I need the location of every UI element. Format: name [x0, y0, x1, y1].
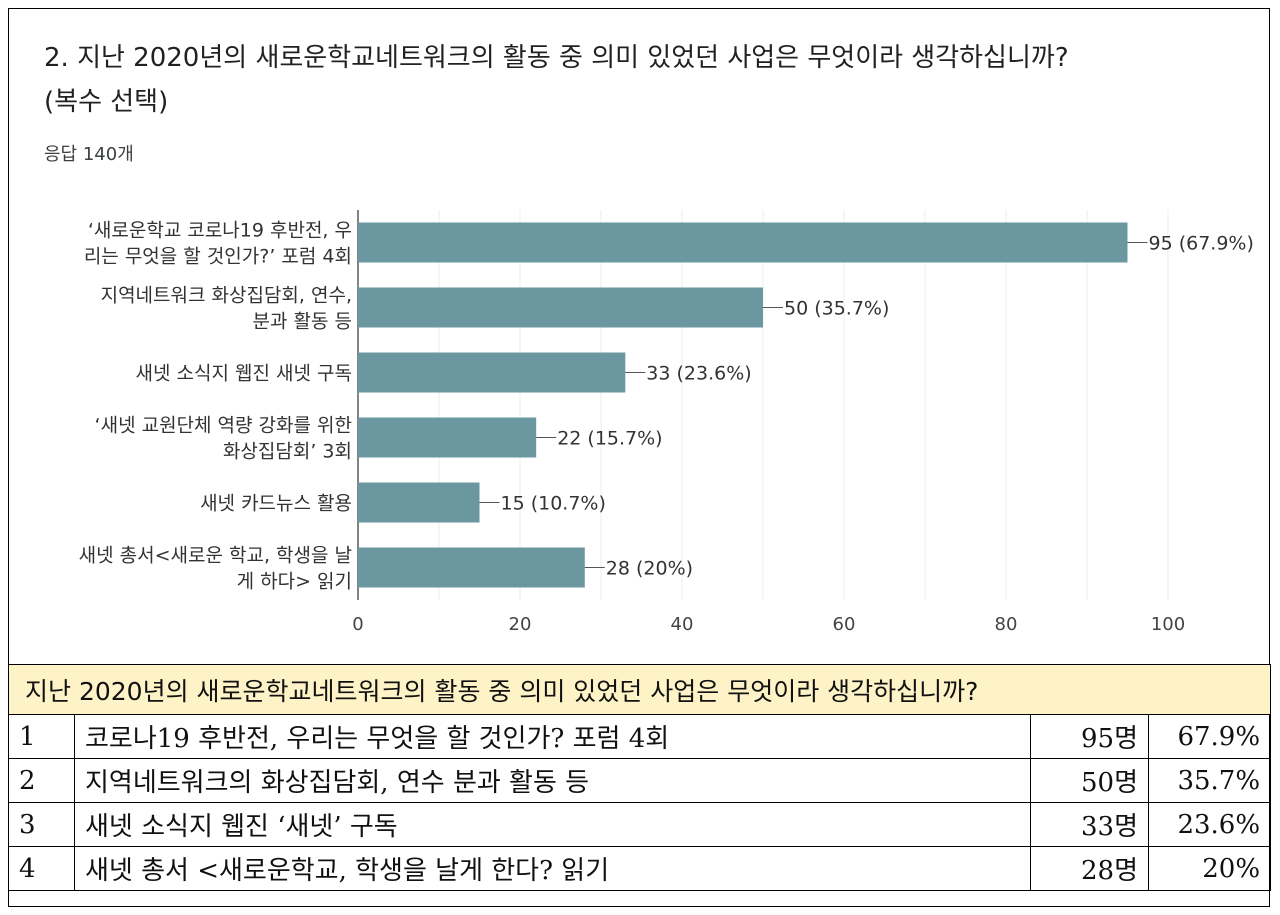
row-count: 33명 [1030, 802, 1149, 847]
category-label: ‘새로운학교 코로나19 후반전, 우 [88, 220, 352, 242]
x-tick-label: 100 [1151, 614, 1185, 635]
row-item: 새넷 소식지 웹진 ‘새넷’ 구독 [74, 802, 1031, 847]
bar [358, 547, 585, 588]
x-tick-label: 20 [509, 614, 532, 635]
bar [358, 417, 537, 458]
row-item: 코로나19 후반전, 우리는 무엇을 할 것인가? 포럼 4회 [74, 714, 1031, 759]
question-title-line-1: 2. 지난 2020년의 새로운학교네트워크의 활동 중 의미 있었던 사업은 … [44, 43, 1069, 73]
data-label: 22 (15.7%) [557, 428, 662, 450]
x-tick-label: 80 [995, 614, 1018, 635]
table-header: 지난 2020년의 새로운학교네트워크의 활동 중 의미 있었던 사업은 무엇이… [7, 664, 1272, 715]
x-tick-label: 0 [352, 614, 363, 635]
x-tick-labels: 0 20 40 60 80 100 [352, 614, 1185, 635]
category-label: 지역네트워크 화상집담회, 연수, [101, 285, 352, 307]
question-title: 2. 지난 2020년의 새로운학교네트워크의 활동 중 의미 있었던 사업은 … [44, 36, 1234, 124]
row-number: 2 [8, 758, 75, 803]
category-label: 리는 무엇을 할 것인가?’ 포럼 4회 [84, 246, 352, 268]
data-label: 95 (67.9%) [1149, 233, 1254, 255]
row-number: 3 [8, 802, 75, 847]
bar [358, 222, 1128, 263]
row-percent: 35.7% [1147, 758, 1272, 803]
row-count: 50명 [1030, 758, 1149, 803]
chart-grid [357, 210, 1169, 600]
row-item: 새넷 총서 <새로운학교, 학생을 날게 한다? 읽기 [74, 846, 1031, 891]
question-title-line-2: (복수 선택) [44, 87, 169, 117]
chart-bars: 95 (67.9%) 50 (35.7%) 33 (23.6%) 22 (15.7%)… [358, 222, 1254, 588]
table-header-row: 지난 2020년의 새로운학교네트워크의 활동 중 의미 있었던 사업은 무엇이… [7, 664, 1272, 715]
row-percent: 67.9% [1147, 714, 1272, 759]
row-count: 95명 [1030, 714, 1149, 759]
category-label: 게 하다> 읽기 [237, 571, 352, 593]
bar [358, 352, 626, 393]
response-count: 응답 140개 [44, 144, 134, 165]
category-labels: ‘새로운학교 코로나19 후반전, 우리는 무엇을 할 것인가?’ 포럼 4회지… [79, 220, 352, 593]
category-label: 새넷 카드뉴스 활용 [200, 493, 352, 515]
survey-frame [8, 8, 1270, 907]
summary-table: 지난 2020년의 새로운학교네트워크의 활동 중 의미 있었던 사업은 무엇이… [7, 664, 1272, 891]
x-tick-label: 60 [833, 614, 856, 635]
data-label: 50 (35.7%) [784, 298, 889, 320]
table-row: 2 지역네트워크의 화상집담회, 연수 분과 활동 등 50명 35.7% [8, 758, 1272, 803]
bar-chart: 95 (67.9%) 50 (35.7%) 33 (23.6%) 22 (15.7%)… [79, 210, 1254, 635]
table-row: 1 코로나19 후반전, 우리는 무엇을 할 것인가? 포럼 4회 95명 67.9% [8, 714, 1272, 759]
row-count: 28명 [1030, 846, 1149, 891]
x-tick-label: 40 [671, 614, 694, 635]
category-label: 화상집담회’ 3회 [223, 441, 352, 463]
category-label: 새넷 총서<새로운 학교, 학생을 날 [79, 545, 352, 567]
category-label: 분과 활동 등 [253, 311, 352, 333]
data-label: 15 (10.7%) [501, 493, 606, 515]
row-percent: 23.6% [1147, 802, 1272, 847]
bar [358, 287, 763, 328]
data-label: 33 (23.6%) [646, 363, 751, 385]
row-number: 1 [8, 714, 75, 759]
category-label: ‘새넷 교원단체 역량 강화를 위한 [95, 415, 352, 437]
row-number: 4 [8, 846, 75, 891]
table-row: 4 새넷 총서 <새로운학교, 학생을 날게 한다? 읽기 28명 20% [8, 846, 1272, 891]
row-item: 지역네트워크의 화상집담회, 연수 분과 활동 등 [74, 758, 1031, 803]
table-row: 3 새넷 소식지 웹진 ‘새넷’ 구독 33명 23.6% [8, 802, 1272, 847]
data-label: 28 (20%) [606, 558, 693, 580]
row-percent: 20% [1147, 846, 1272, 891]
category-label: 새넷 소식지 웹진 새넷 구독 [136, 363, 352, 385]
bar [358, 482, 480, 523]
